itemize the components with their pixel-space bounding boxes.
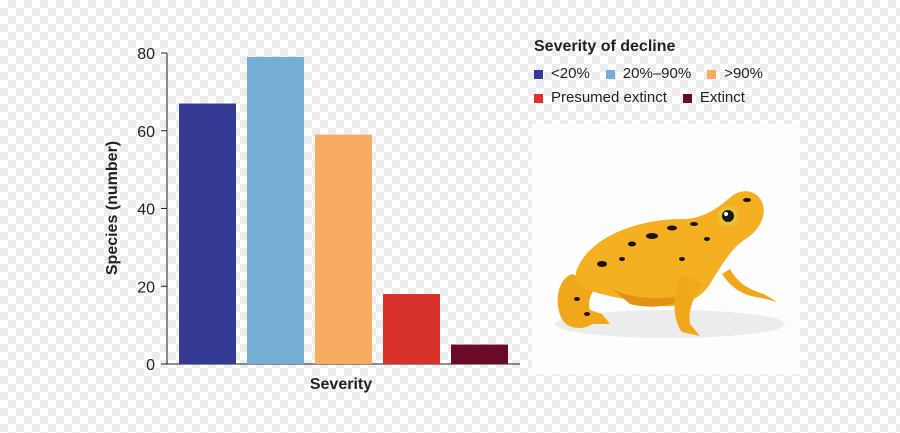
legend-swatch [707, 69, 717, 79]
legend-item: Extinct [682, 86, 745, 110]
y-tick-label: 60 [137, 124, 155, 141]
legend-row: Presumed extinct Extinct [534, 86, 864, 110]
legend-label: <20% [551, 65, 590, 82]
legend: Severity of decline <20% 20%–90% >90% Pr… [534, 38, 864, 110]
x-axis-label: Severity [310, 376, 372, 393]
y-axis-label: Species (number) [104, 141, 121, 275]
legend-swatch [682, 93, 692, 103]
y-axis: 0 20 40 60 80 [137, 46, 520, 374]
legend-label: Presumed extinct [551, 89, 667, 106]
y-tick-label: 40 [137, 202, 155, 219]
legend-label: >90% [724, 65, 763, 82]
legend-label: 20%–90% [622, 65, 692, 82]
legend-label: Extinct [699, 89, 745, 106]
bar-3 [315, 134, 372, 364]
golden-frog-photo [532, 124, 800, 374]
legend-item: <20% [534, 62, 590, 86]
bar-2 [247, 56, 304, 364]
legend-swatch [534, 93, 543, 103]
bar-1 [179, 103, 236, 364]
legend-row: <20% 20%–90% >90% [534, 62, 864, 86]
bar-4 [383, 294, 440, 364]
legend-swatch [534, 69, 543, 79]
bars [179, 56, 508, 364]
legend-item: >90% [707, 62, 763, 86]
bar-chart: 0 20 40 60 80 Species (number) Severity [104, 46, 520, 393]
legend-swatch [605, 69, 615, 79]
legend-item: 20%–90% [605, 62, 692, 86]
y-tick-label: 0 [146, 357, 155, 374]
y-tick-label: 80 [137, 46, 155, 63]
legend-title: Severity of decline [534, 38, 676, 55]
legend-item: Presumed extinct [534, 86, 667, 110]
bar-5 [451, 344, 508, 364]
frog-illustration [555, 191, 785, 338]
y-tick-label: 20 [137, 279, 155, 296]
